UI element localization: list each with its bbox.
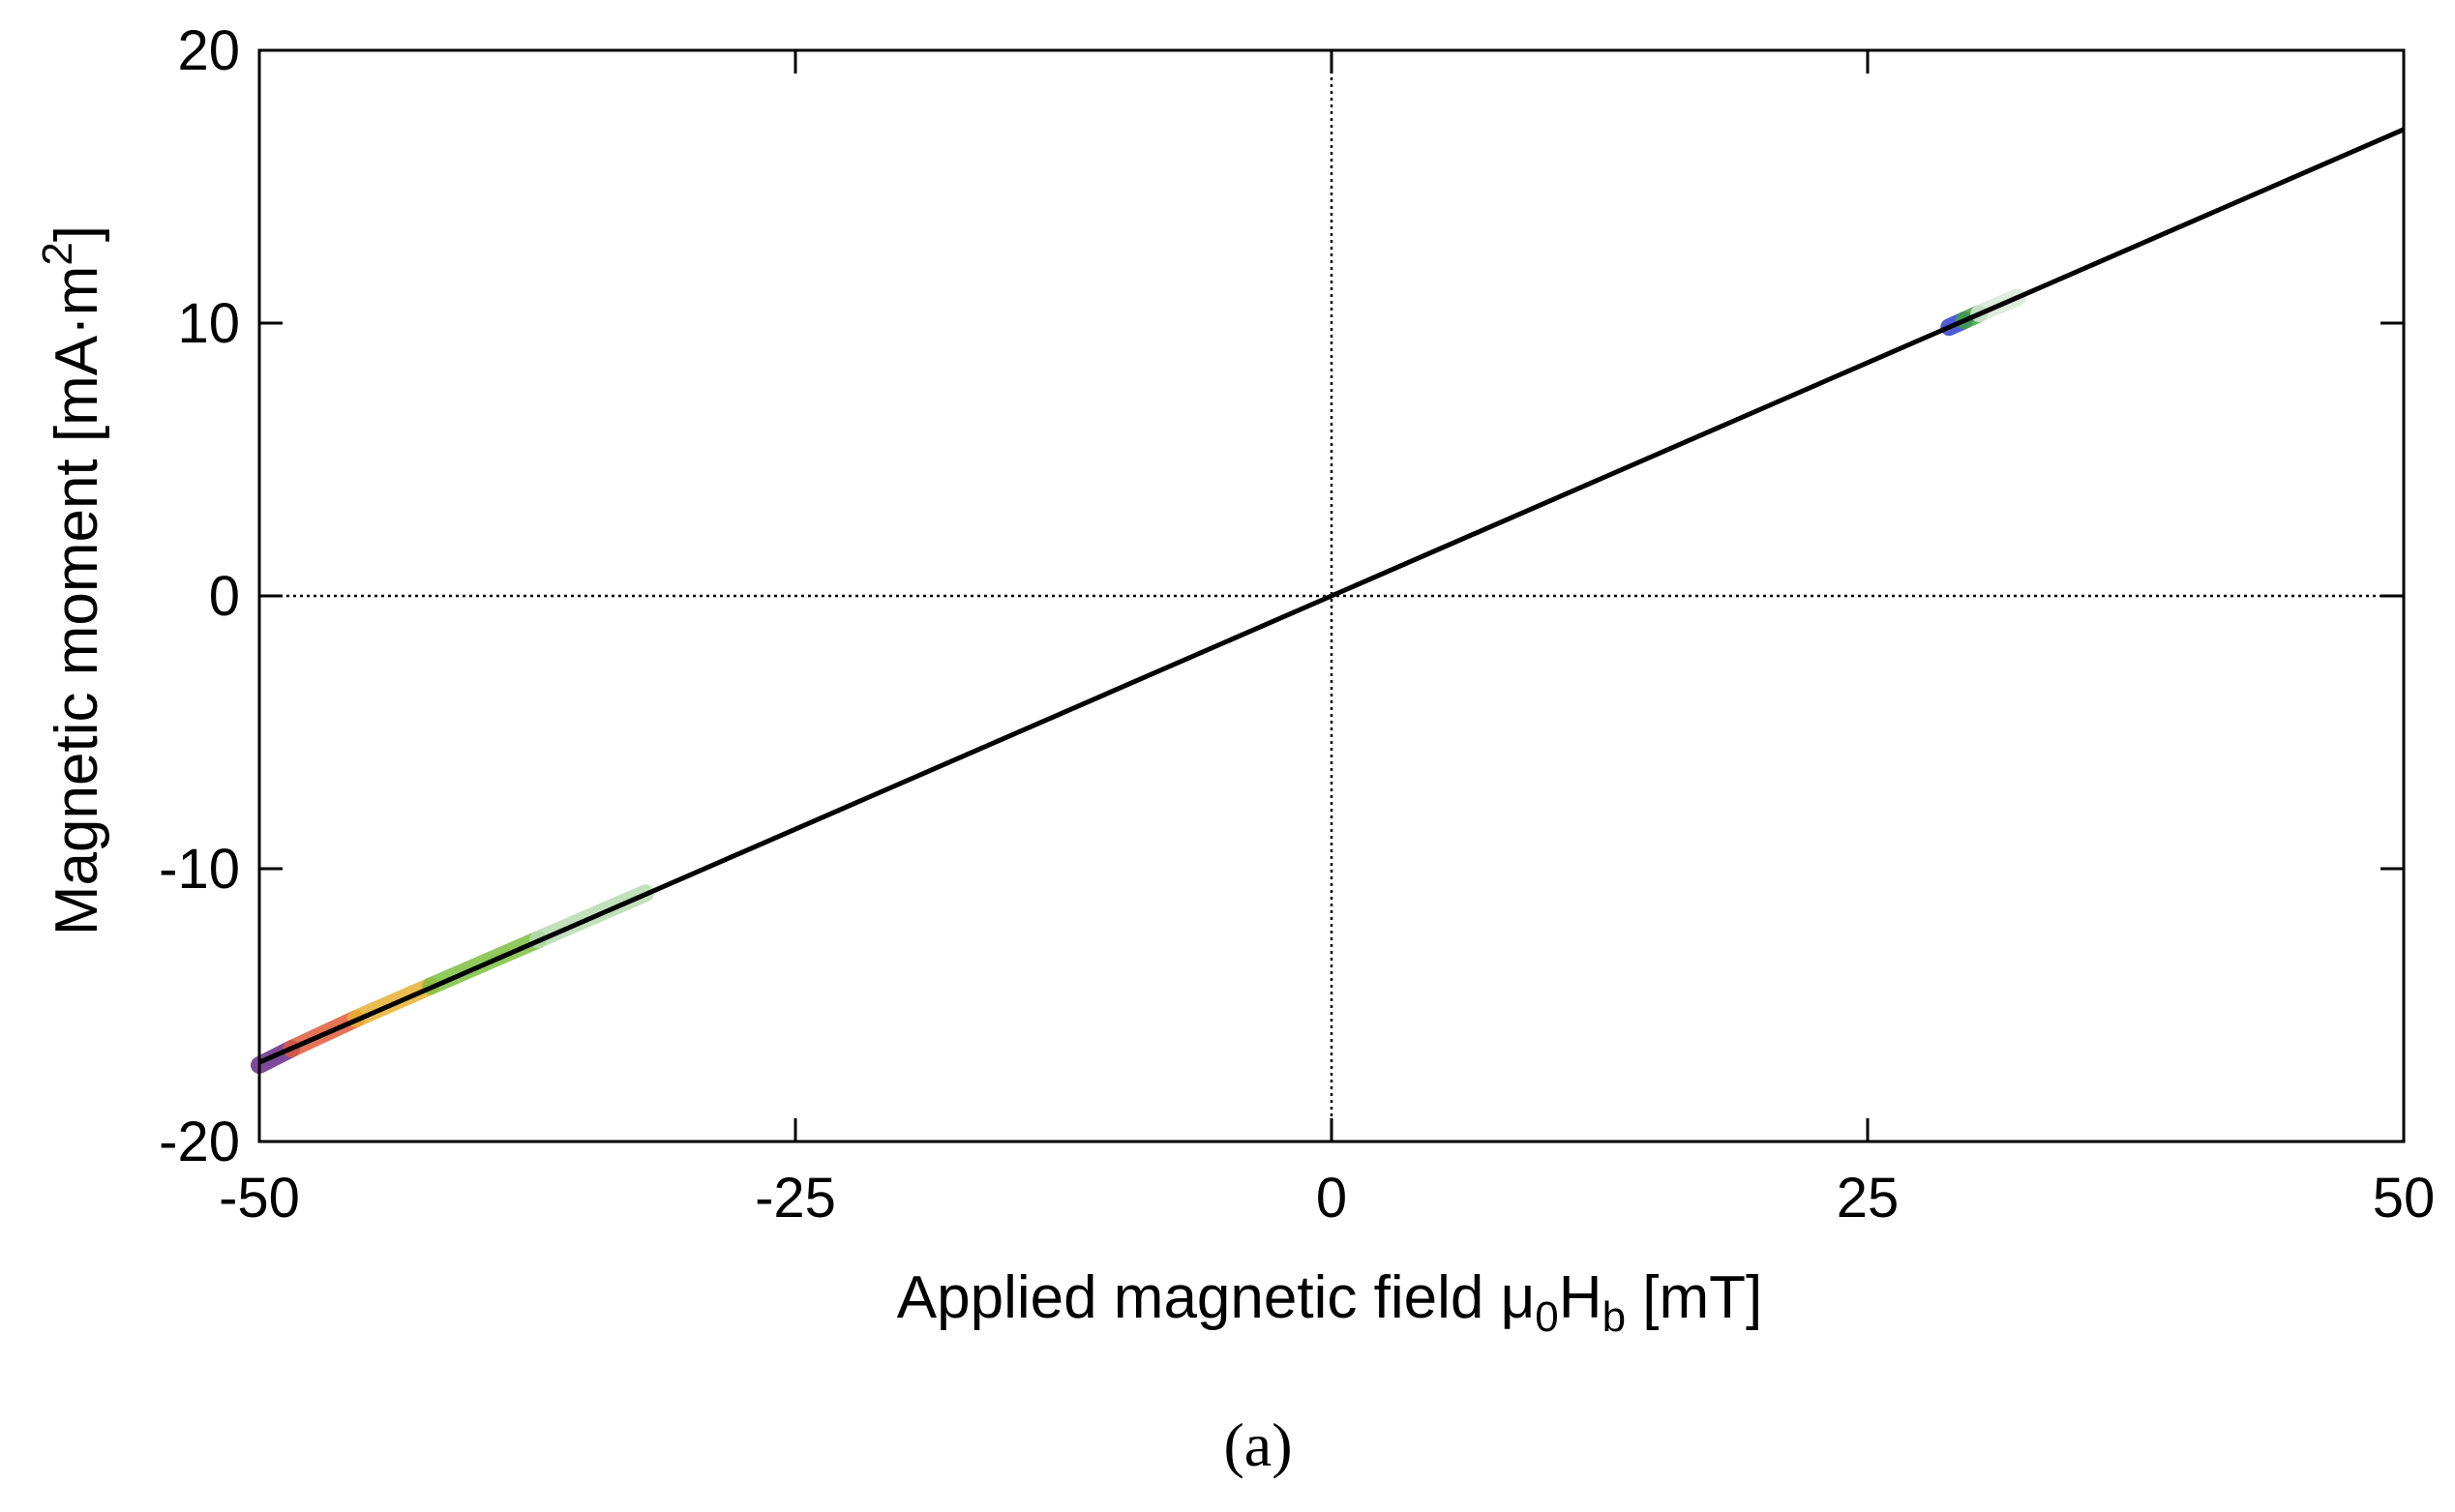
x-tick-label: 0 (1316, 1167, 1347, 1230)
x-tick-label: 50 (2373, 1167, 2436, 1230)
y-tick-label: -20 (159, 1111, 240, 1173)
x-tick-label: -25 (755, 1167, 836, 1230)
x-tick-label: -50 (219, 1167, 300, 1230)
y-tick-label: -10 (159, 838, 240, 901)
y-tick-label: 10 (177, 292, 240, 355)
y-tick-label: 0 (209, 565, 240, 628)
plot-area (251, 48, 2406, 1143)
x-tick-label: 25 (1837, 1167, 1900, 1230)
y-tick-label: 20 (177, 19, 240, 82)
y-axis-label: Magnetic moment [mA·m2] (34, 225, 110, 935)
x-axis-label: Applied magnetic field μ0Hb [mT] (897, 1264, 1763, 1341)
figure-caption: (a) (1223, 1410, 1292, 1479)
series-line-0 (258, 127, 2405, 1065)
ticks: -50 -25 0 25 50 -20 -10 0 10 20 (159, 19, 2435, 1230)
